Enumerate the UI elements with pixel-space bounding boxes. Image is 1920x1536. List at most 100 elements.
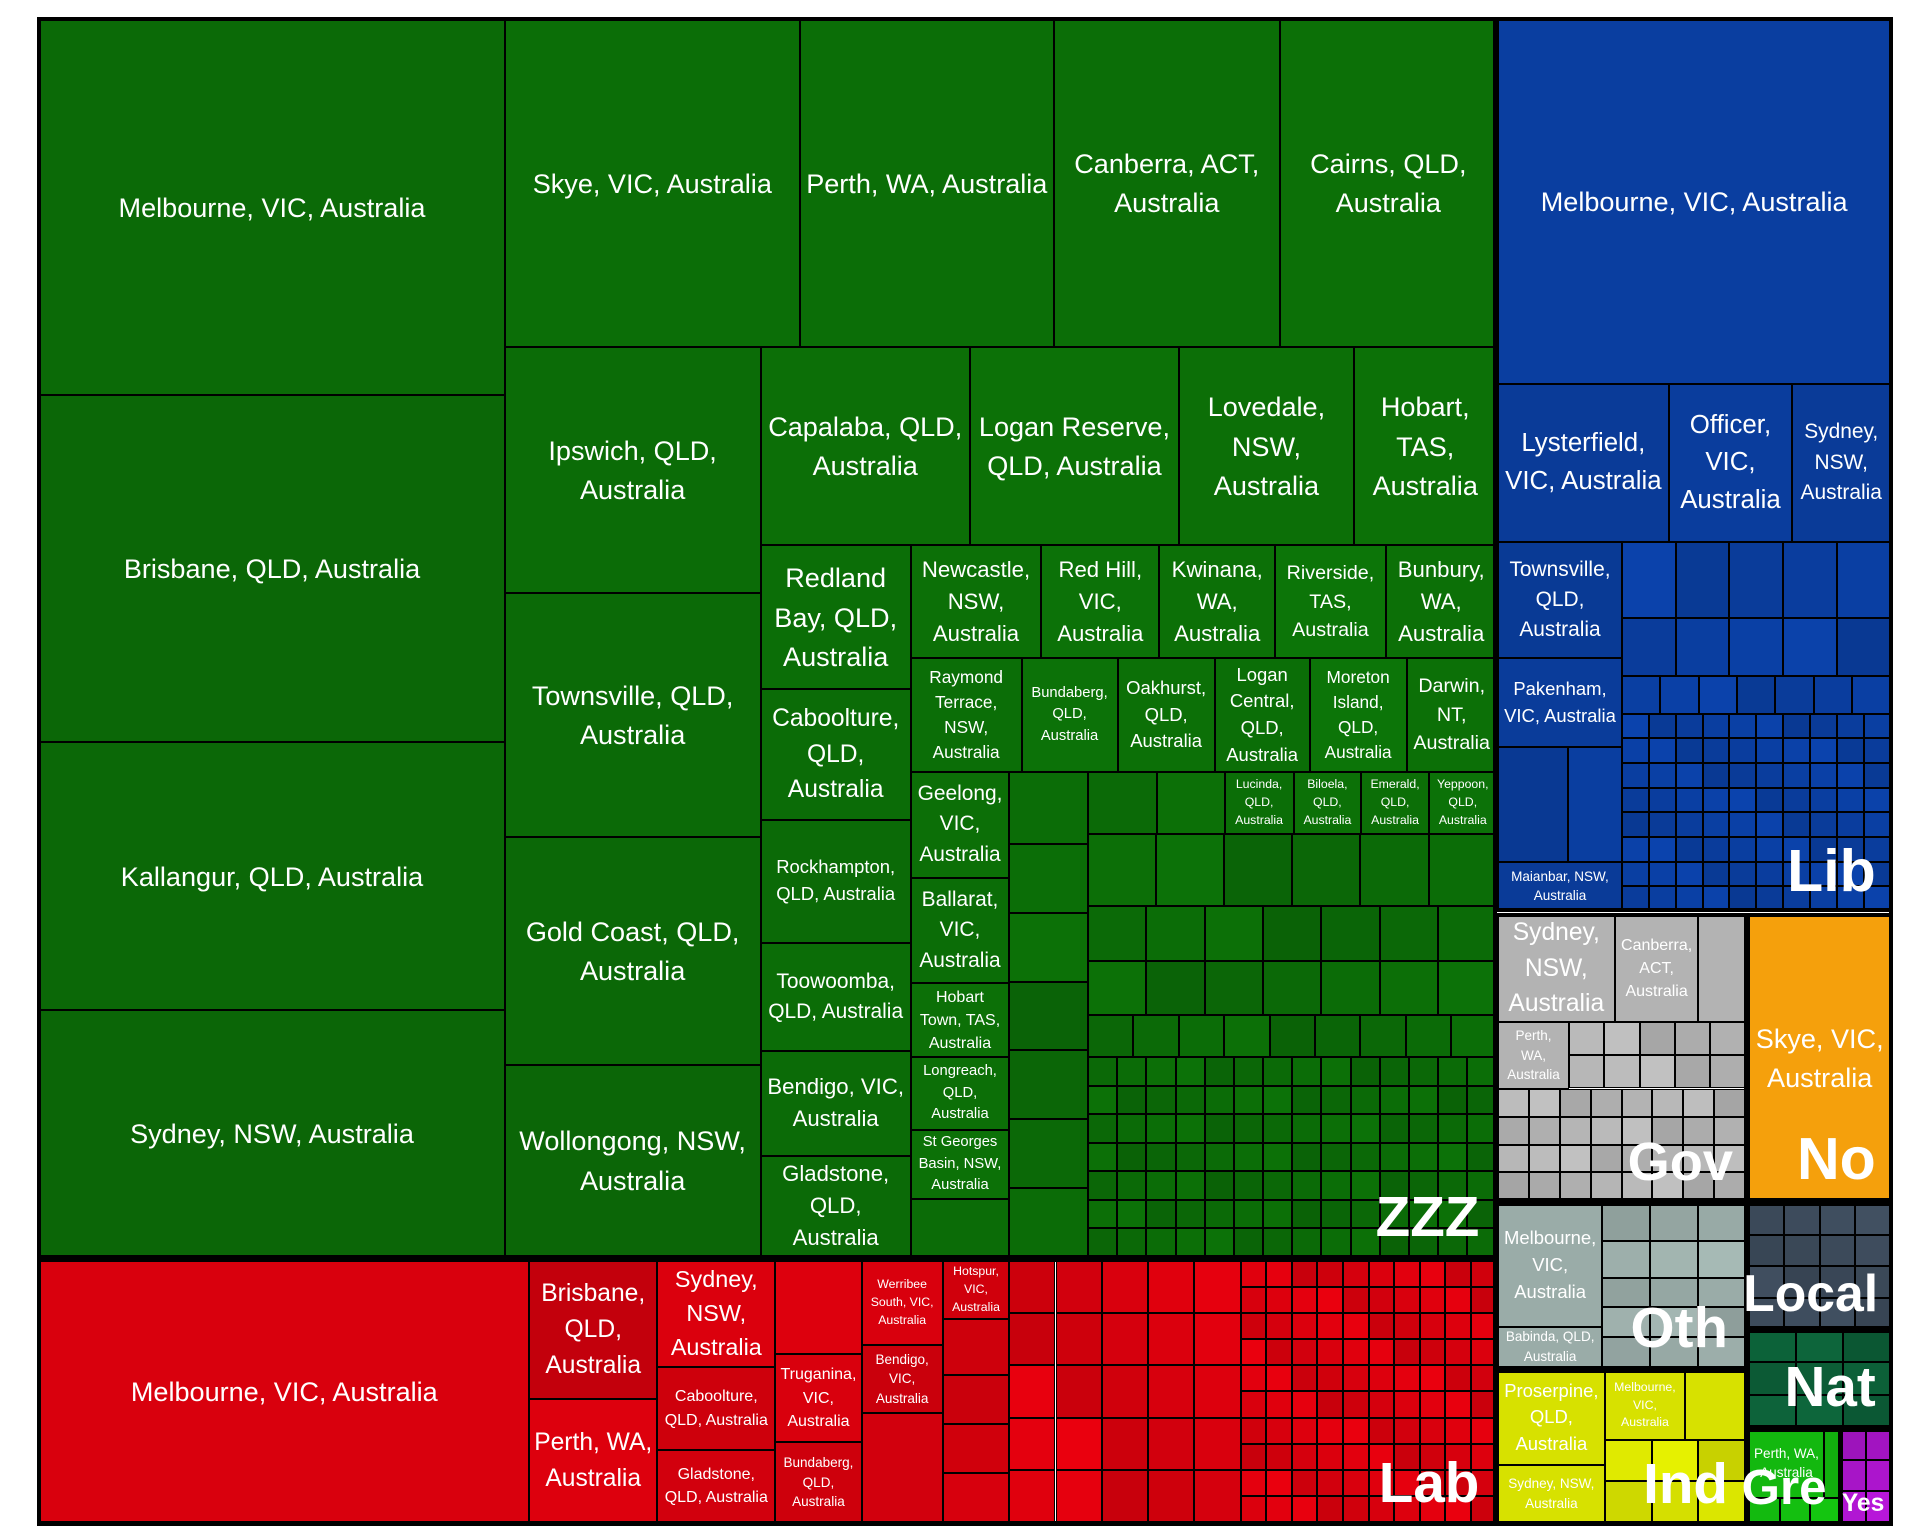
- small-tile[interactable]: [1471, 1391, 1497, 1418]
- item-tile[interactable]: [760, 1155, 911, 1257]
- item-tile[interactable]: [1748, 915, 1891, 1200]
- small-tile[interactable]: [1648, 763, 1676, 788]
- small-tile[interactable]: [1648, 861, 1676, 887]
- item-tile[interactable]: [969, 347, 1180, 546]
- small-tile[interactable]: [1101, 1312, 1149, 1366]
- small-tile[interactable]: [1240, 1286, 1267, 1313]
- small-tile[interactable]: [1438, 905, 1497, 962]
- small-tile[interactable]: [1714, 1172, 1746, 1200]
- small-tile[interactable]: [1394, 1312, 1420, 1339]
- small-tile[interactable]: [942, 1319, 1010, 1375]
- small-tile[interactable]: [1675, 787, 1703, 813]
- small-tile[interactable]: [1650, 1337, 1698, 1368]
- small-tile[interactable]: [1836, 738, 1864, 764]
- small-tile[interactable]: [1088, 961, 1147, 1016]
- small-tile[interactable]: [1266, 1417, 1292, 1444]
- small-tile[interactable]: [1101, 1365, 1149, 1418]
- small-tile[interactable]: [1675, 738, 1703, 764]
- small-tile[interactable]: [1266, 1260, 1292, 1287]
- small-tile[interactable]: [1748, 1329, 1797, 1363]
- small-tile[interactable]: [1117, 1057, 1147, 1086]
- small-tile[interactable]: [1360, 1015, 1406, 1058]
- small-tile[interactable]: [1194, 1260, 1241, 1313]
- small-tile[interactable]: [1240, 1417, 1267, 1444]
- item-tile[interactable]: [1497, 1326, 1603, 1368]
- small-tile[interactable]: [1702, 886, 1730, 911]
- small-tile[interactable]: [1590, 1089, 1622, 1117]
- small-tile[interactable]: [1775, 675, 1814, 714]
- small-tile[interactable]: [861, 1412, 943, 1523]
- small-tile[interactable]: [1674, 1021, 1711, 1055]
- small-tile[interactable]: [1855, 1203, 1891, 1236]
- small-tile[interactable]: [1292, 1228, 1322, 1257]
- item-tile[interactable]: [861, 1260, 943, 1346]
- small-tile[interactable]: [1368, 1443, 1395, 1471]
- small-tile[interactable]: [1569, 1054, 1605, 1088]
- small-tile[interactable]: [1204, 1114, 1234, 1143]
- small-tile[interactable]: [1240, 1260, 1267, 1287]
- small-tile[interactable]: [1321, 1114, 1351, 1143]
- item-tile[interactable]: [657, 1449, 776, 1523]
- small-tile[interactable]: [1233, 1199, 1264, 1229]
- small-tile[interactable]: [1590, 1172, 1622, 1200]
- small-tile[interactable]: [1697, 1277, 1746, 1308]
- small-tile[interactable]: [1117, 1085, 1147, 1115]
- small-tile[interactable]: [1088, 1015, 1134, 1058]
- small-tile[interactable]: [1088, 905, 1147, 962]
- small-tile[interactable]: [1702, 763, 1730, 788]
- item-tile[interactable]: [1117, 658, 1215, 772]
- small-tile[interactable]: [1409, 1228, 1439, 1257]
- item-tile[interactable]: [775, 1353, 862, 1443]
- small-tile[interactable]: [1317, 1417, 1343, 1444]
- item-tile[interactable]: [1497, 384, 1669, 542]
- small-tile[interactable]: [1855, 1297, 1891, 1330]
- small-tile[interactable]: [1117, 1142, 1147, 1172]
- small-tile[interactable]: [1621, 1172, 1653, 1200]
- small-tile[interactable]: [1445, 1286, 1471, 1313]
- small-tile[interactable]: [1317, 1365, 1343, 1392]
- small-tile[interactable]: [1660, 675, 1699, 714]
- item-tile[interactable]: [1497, 1203, 1603, 1327]
- small-tile[interactable]: [1467, 1114, 1497, 1143]
- small-tile[interactable]: [1836, 617, 1891, 676]
- small-tile[interactable]: [1291, 1391, 1318, 1418]
- small-tile[interactable]: [1796, 1362, 1844, 1395]
- small-tile[interactable]: [1698, 1481, 1746, 1523]
- small-tile[interactable]: [1497, 1144, 1529, 1173]
- small-tile[interactable]: [1233, 1057, 1264, 1086]
- small-tile[interactable]: [1467, 1142, 1497, 1172]
- small-tile[interactable]: [1698, 915, 1746, 1022]
- small-tile[interactable]: [1394, 1470, 1420, 1497]
- small-tile[interactable]: [1809, 787, 1837, 813]
- small-tile[interactable]: [1269, 1015, 1315, 1058]
- small-tile[interactable]: [1648, 836, 1676, 862]
- small-tile[interactable]: [1419, 1338, 1446, 1366]
- small-tile[interactable]: [1737, 675, 1776, 714]
- small-tile[interactable]: [1240, 1496, 1267, 1523]
- small-tile[interactable]: [1748, 1266, 1785, 1298]
- small-tile[interactable]: [1009, 1417, 1056, 1471]
- small-tile[interactable]: [1009, 1365, 1056, 1418]
- small-tile[interactable]: [1863, 787, 1891, 813]
- small-tile[interactable]: [1379, 1057, 1410, 1086]
- small-tile[interactable]: [1471, 1365, 1497, 1392]
- item-tile[interactable]: [504, 593, 761, 837]
- small-tile[interactable]: [1836, 541, 1891, 618]
- small-tile[interactable]: [1438, 1171, 1468, 1200]
- small-tile[interactable]: [1729, 836, 1757, 862]
- small-tile[interactable]: [1445, 1260, 1471, 1287]
- small-tile[interactable]: [1675, 713, 1703, 739]
- small-tile[interactable]: [1263, 1057, 1293, 1086]
- small-tile[interactable]: [1810, 1497, 1842, 1523]
- small-tile[interactable]: [1602, 1240, 1651, 1278]
- small-tile[interactable]: [1602, 1203, 1651, 1241]
- item-tile[interactable]: [1214, 658, 1310, 772]
- small-tile[interactable]: [1622, 713, 1649, 739]
- small-tile[interactable]: [1559, 1089, 1591, 1117]
- small-tile[interactable]: [1088, 1114, 1118, 1143]
- item-tile[interactable]: [1428, 771, 1497, 835]
- small-tile[interactable]: [1674, 1054, 1711, 1088]
- item-tile[interactable]: [1748, 1428, 1824, 1498]
- small-tile[interactable]: [1650, 1203, 1698, 1241]
- small-tile[interactable]: [1350, 1171, 1380, 1200]
